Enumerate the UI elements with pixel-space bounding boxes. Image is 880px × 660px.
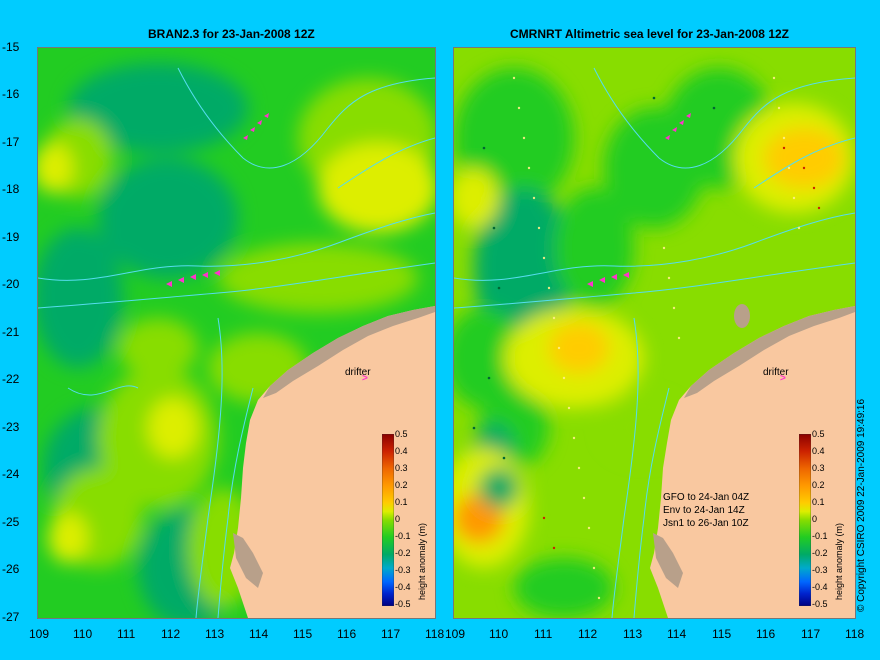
colorbar-label: -0.2 <box>812 548 828 558</box>
drifter-arrow-icon: > <box>362 373 368 384</box>
colorbar-label: -0.5 <box>395 599 411 609</box>
lat-label: -26 <box>2 562 20 576</box>
satellite-env: Env to 24-Jan 14Z <box>663 505 745 516</box>
lon-label: 115 <box>293 627 313 641</box>
colorbar-label: -0.3 <box>812 565 828 575</box>
copyright-text: © Copyright CSIRO 2009 22-Jan-2009 19:49… <box>856 398 867 612</box>
colorbar-label: 0.1 <box>395 497 408 507</box>
lon-label: 114 <box>667 627 687 641</box>
lat-label: -20 <box>2 277 20 291</box>
colorbar-label: -0.2 <box>395 548 411 558</box>
colorbar-label: -0.4 <box>812 582 828 592</box>
colorbar-label: -0.4 <box>395 582 411 592</box>
lat-label: -24 <box>2 467 20 481</box>
colorbar-label: 0.3 <box>395 463 408 473</box>
colorbar-label: 0.3 <box>812 463 825 473</box>
lon-label: 109 <box>29 627 50 641</box>
colorbar-label: 0.4 <box>395 446 408 456</box>
colorbar-left <box>382 434 394 606</box>
lon-label: 115 <box>712 627 732 641</box>
lat-label: -23 <box>2 420 20 434</box>
colorbar-label: 0.5 <box>812 429 825 439</box>
lon-label: 112 <box>578 627 598 641</box>
drifter-arrow-icon: > <box>780 373 786 384</box>
lat-label: -19 <box>2 230 20 244</box>
left-panel-title: BRAN2.3 for 23-Jan-2008 12Z <box>148 27 315 41</box>
lat-label: -15 <box>2 40 20 54</box>
lon-label: 117 <box>381 627 401 641</box>
lat-label: -22 <box>2 372 20 386</box>
lon-label: 109 <box>445 627 466 641</box>
lon-label: 110 <box>73 627 93 641</box>
colorbar-label: 0.5 <box>395 429 408 439</box>
colorbar-label: 0.1 <box>812 497 825 507</box>
colorbar-label: 0 <box>395 514 401 524</box>
drifter-label: drifter <box>345 367 371 378</box>
lat-label: -27 <box>2 610 20 624</box>
bran-map-panel <box>37 47 436 619</box>
lon-label: 112 <box>161 627 181 641</box>
lon-label: 111 <box>534 627 553 641</box>
colorbar-label: -0.5 <box>812 599 828 609</box>
cmrnrt-map-panel <box>453 47 856 619</box>
lat-label: -16 <box>2 87 20 101</box>
colorbar-units: height anomaly (m) <box>834 522 844 600</box>
lat-label: -17 <box>2 135 20 149</box>
bran-map <box>38 48 435 618</box>
lon-label: 111 <box>117 627 136 641</box>
lat-label: -18 <box>2 182 20 196</box>
colorbar-label: -0.1 <box>395 531 411 541</box>
colorbar-label: 0.2 <box>395 480 408 490</box>
colorbar-label: 0 <box>812 514 818 524</box>
lat-label: -25 <box>2 515 20 529</box>
colorbar-units: height anomaly (m) <box>417 522 427 600</box>
satellite-gfo: GFO to 24-Jan 04Z <box>663 492 750 503</box>
lon-label: 110 <box>489 627 509 641</box>
colorbar-label: 0.2 <box>812 480 825 490</box>
lon-label: 113 <box>623 627 643 641</box>
colorbar-label: -0.1 <box>812 531 828 541</box>
lon-label: 117 <box>801 627 821 641</box>
colorbar-label: 0.4 <box>812 446 825 456</box>
colorbar-right <box>799 434 811 606</box>
lon-label: 118 <box>845 627 865 641</box>
cmrnrt-map <box>454 48 855 618</box>
lon-label: 118 <box>425 627 445 641</box>
right-panel-title: CMRNRT Altimetric sea level for 23-Jan-2… <box>510 27 789 41</box>
lat-label: -21 <box>2 325 20 339</box>
colorbar-label: -0.3 <box>395 565 411 575</box>
lon-label: 114 <box>249 627 269 641</box>
drifter-label: drifter <box>763 367 789 378</box>
lon-label: 116 <box>756 627 776 641</box>
lon-label: 116 <box>337 627 357 641</box>
satellite-jsn1: Jsn1 to 26-Jan 10Z <box>663 518 749 529</box>
lon-label: 113 <box>205 627 225 641</box>
